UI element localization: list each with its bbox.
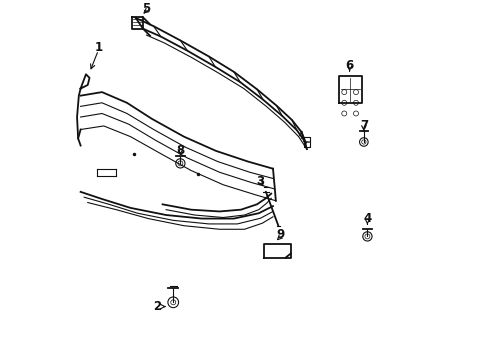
Text: 5: 5 [142,2,150,15]
Text: 2: 2 [153,300,161,313]
Text: 8: 8 [176,144,184,157]
Text: 9: 9 [275,228,284,241]
Text: 4: 4 [363,212,371,225]
Text: 6: 6 [345,59,353,72]
Text: 1: 1 [94,41,102,54]
Text: 7: 7 [359,120,367,132]
Text: 3: 3 [256,175,264,188]
